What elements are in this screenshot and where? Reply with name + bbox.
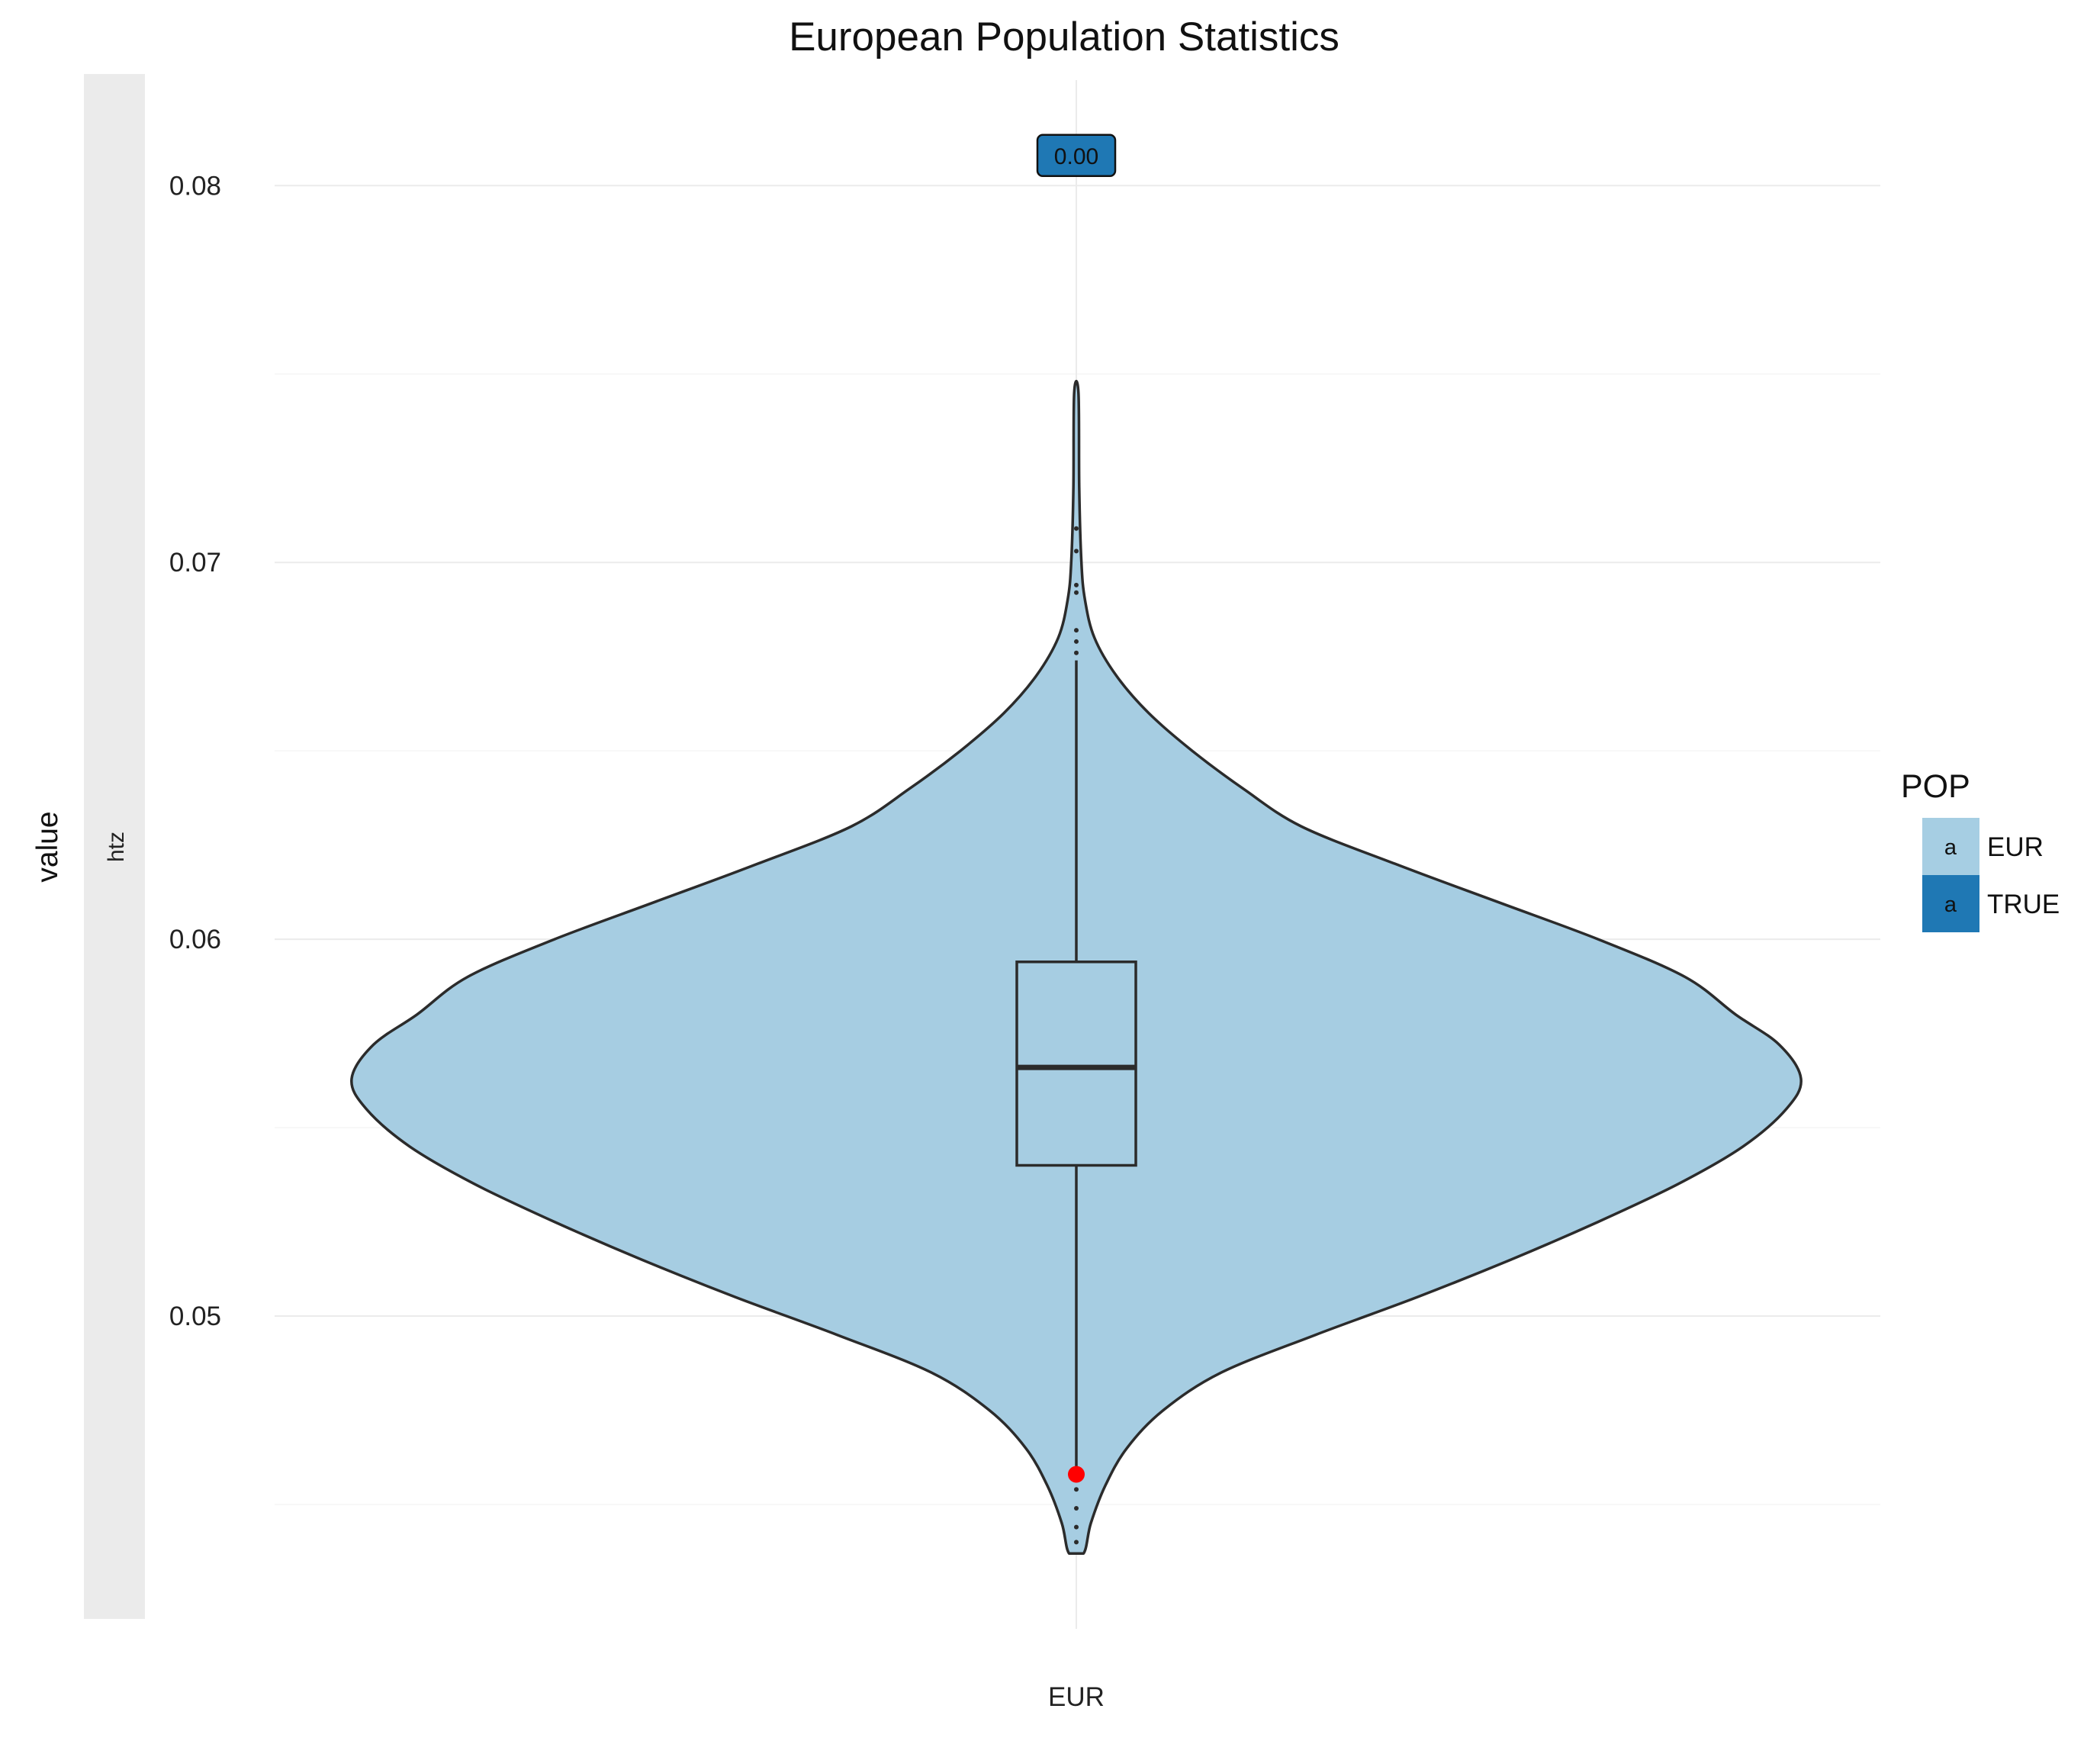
legend-key-letter: a [1944,893,1957,917]
highlight-point [1068,1466,1085,1483]
y-tick-label: 0.05 [169,1302,221,1331]
legend-entry: a EUR [1922,818,2044,875]
outlier-point [1074,1540,1079,1545]
legend-key [1922,875,1979,932]
annotation-layer: 0.00 [1036,134,1117,178]
outlier-point [1074,1524,1079,1530]
facet-strip-label: htz [104,832,129,862]
facet-strip [84,74,145,1619]
annotation-box [1036,134,1117,178]
legend-entries: a EUR a TRUE [1922,818,2060,932]
outlier-point [1074,590,1079,595]
outlier-point [1074,526,1079,531]
outlier-point [1074,639,1079,644]
legend-label: EUR [1987,832,2044,862]
outlier-point [1074,1505,1079,1511]
boxplot-layer [1015,526,1137,1545]
y-tick-label: 0.06 [169,925,221,954]
annotation-label: 0.00 [1054,144,1098,169]
outlier-point [1074,582,1079,587]
outlier-point [1074,628,1079,633]
chart-title: European Population Statistics [789,14,1339,60]
legend-key [1922,818,1979,875]
legend-label: TRUE [1987,890,2060,919]
legend-entry: a TRUE [1922,875,2060,932]
y-tick-label: 0.08 [169,171,221,201]
outlier-point [1074,549,1079,554]
legend: POP a EUR a TRUE [1901,768,2060,932]
x-tick-labels: EUR [1048,1682,1105,1712]
y-tick-labels: 0.05 0.06 0.07 0.08 [169,171,221,1331]
legend-key-letter: a [1944,835,1957,860]
outlier-point [1074,650,1079,655]
y-axis-title: value [31,811,64,882]
outlier-point [1074,1487,1079,1492]
box-iqr [1015,961,1137,1167]
legend-title: POP [1901,768,1970,805]
y-tick-label: 0.07 [169,548,221,578]
x-tick-label: EUR [1048,1682,1105,1712]
